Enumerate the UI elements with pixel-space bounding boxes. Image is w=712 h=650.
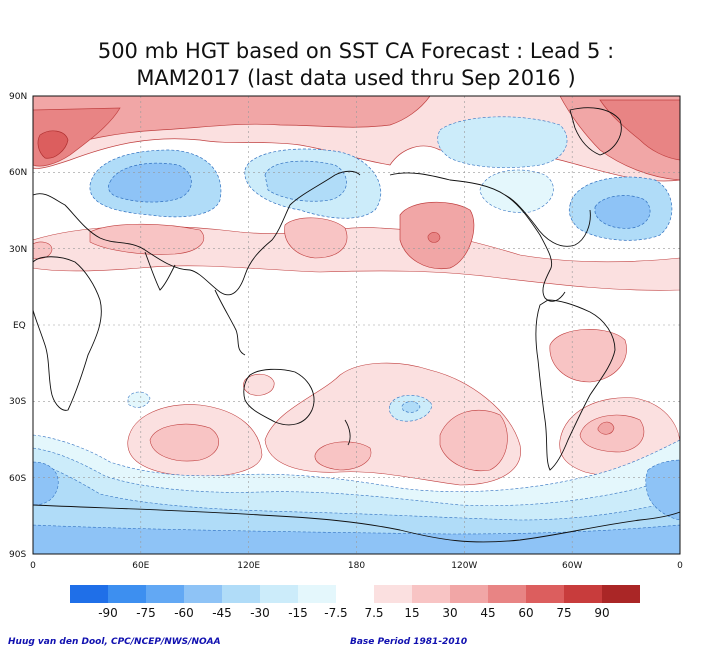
negative-region-south-pacific-30s-inner: [401, 401, 421, 413]
positive-region-africa-30n: [33, 241, 53, 260]
negative-region-canada-arctic: [437, 116, 568, 168]
chart-title: 500 mb HGT based on SST CA Forecast : Le…: [0, 38, 712, 92]
color-bar-swatch: [526, 585, 564, 603]
color-bar-swatch: [412, 585, 450, 603]
negative-region-eurasia-inner: [108, 162, 192, 203]
lon-tick-0: 0: [30, 561, 36, 571]
color-bar-swatch: [260, 585, 298, 603]
color-bar-label: 30: [442, 606, 457, 620]
color-bar-label: 60: [518, 606, 533, 620]
color-bar-label: -15: [288, 606, 308, 620]
positive-region-arctic-inner: [33, 96, 431, 153]
negative-region-indian-ocean-30s: [127, 391, 151, 408]
negative-region-south-africa-60s: [33, 461, 59, 506]
color-bar-swatch: [184, 585, 222, 603]
color-bar-swatch: [564, 585, 602, 603]
color-bar-label: 90: [594, 606, 609, 620]
color-bar-label: 7.5: [364, 606, 383, 620]
latitude-axis: 90N 60N 30N EQ 30S 60S 90S: [9, 92, 27, 560]
positive-region-siberia-peak: [37, 130, 69, 159]
color-bar-label: -60: [174, 606, 194, 620]
color-bar-label: -75: [136, 606, 156, 620]
color-bar-swatch: [602, 585, 640, 603]
negative-region-north-atlantic-inner: [594, 195, 651, 229]
color-bar-swatch: [374, 585, 412, 603]
color-bar-swatch: [70, 585, 108, 603]
anomaly-fields: [33, 96, 680, 554]
color-bar-label: -90: [98, 606, 118, 620]
color-bar-label: 45: [480, 606, 495, 620]
positive-region-south-pacific-west: [314, 441, 372, 471]
color-bar-swatch: [450, 585, 488, 603]
color-bar-label: -45: [212, 606, 232, 620]
longitude-axis: 0 60E 120E 180 120W 60W 0: [30, 561, 683, 571]
positive-region-west-pacific: [284, 217, 348, 259]
coastlines: [33, 107, 680, 543]
lat-tick-30n: 30N: [9, 245, 27, 255]
lon-tick-180: 180: [348, 561, 365, 571]
lat-tick-eq: EQ: [13, 321, 26, 331]
lat-tick-60n: 60N: [9, 168, 27, 178]
color-bar-swatch: [298, 585, 336, 603]
negative-region-north-america: [479, 169, 554, 213]
color-bar: -90 -75 -60 -45 -30 -15 -7.5 7.5 15 30 45 60 75 90: [70, 585, 640, 620]
negative-region-antarctica-inner: [33, 524, 680, 554]
color-bar-label: 75: [556, 606, 571, 620]
positive-region-south-atlantic-peak: [597, 421, 615, 435]
color-bar-label: -30: [250, 606, 270, 620]
positive-region-south-atlantic-inner: [579, 414, 645, 453]
color-bar-swatch: [488, 585, 526, 603]
plot-frame: [32, 95, 681, 555]
lon-tick-120w: 120W: [451, 561, 477, 571]
title-line-1: 500 mb HGT based on SST CA Forecast : Le…: [97, 39, 615, 63]
title-line-2: MAM2017 (last data used thru Sep 2016 ): [136, 66, 576, 90]
positive-region-asia-30n: [89, 223, 205, 255]
positive-region-southern-indian-ocean-inner: [149, 423, 219, 462]
lon-tick-120e: 120E: [237, 561, 260, 571]
color-bar-swatch: [336, 585, 374, 603]
positive-region-central-pacific-peak: [427, 232, 441, 243]
positive-region-greenland: [599, 99, 680, 161]
lon-tick-60w: 60W: [562, 561, 582, 571]
author-credit: Huug van den Dool, CPC/NCEP/NWS/NOAA: [8, 637, 221, 647]
positive-region-south-pacific-east: [439, 409, 508, 472]
color-bar-swatch: [222, 585, 260, 603]
negative-region-north-pacific-inner: [264, 160, 347, 202]
color-bar-label: -7.5: [324, 606, 347, 620]
color-bar-label: 15: [404, 606, 419, 620]
base-period-note: Base Period 1981-2010: [350, 637, 468, 647]
lat-tick-60s: 60S: [9, 474, 26, 484]
lat-tick-90s: 90S: [9, 550, 26, 560]
color-bar-swatch: [108, 585, 146, 603]
lat-tick-30s: 30S: [9, 397, 26, 407]
lat-tick-90n: 90N: [9, 92, 27, 102]
lon-tick-60e: 60E: [132, 561, 149, 571]
lon-tick-0-east: 0: [677, 561, 683, 571]
color-bar-swatch: [146, 585, 184, 603]
negative-region-atlantic-60s: [645, 459, 680, 521]
